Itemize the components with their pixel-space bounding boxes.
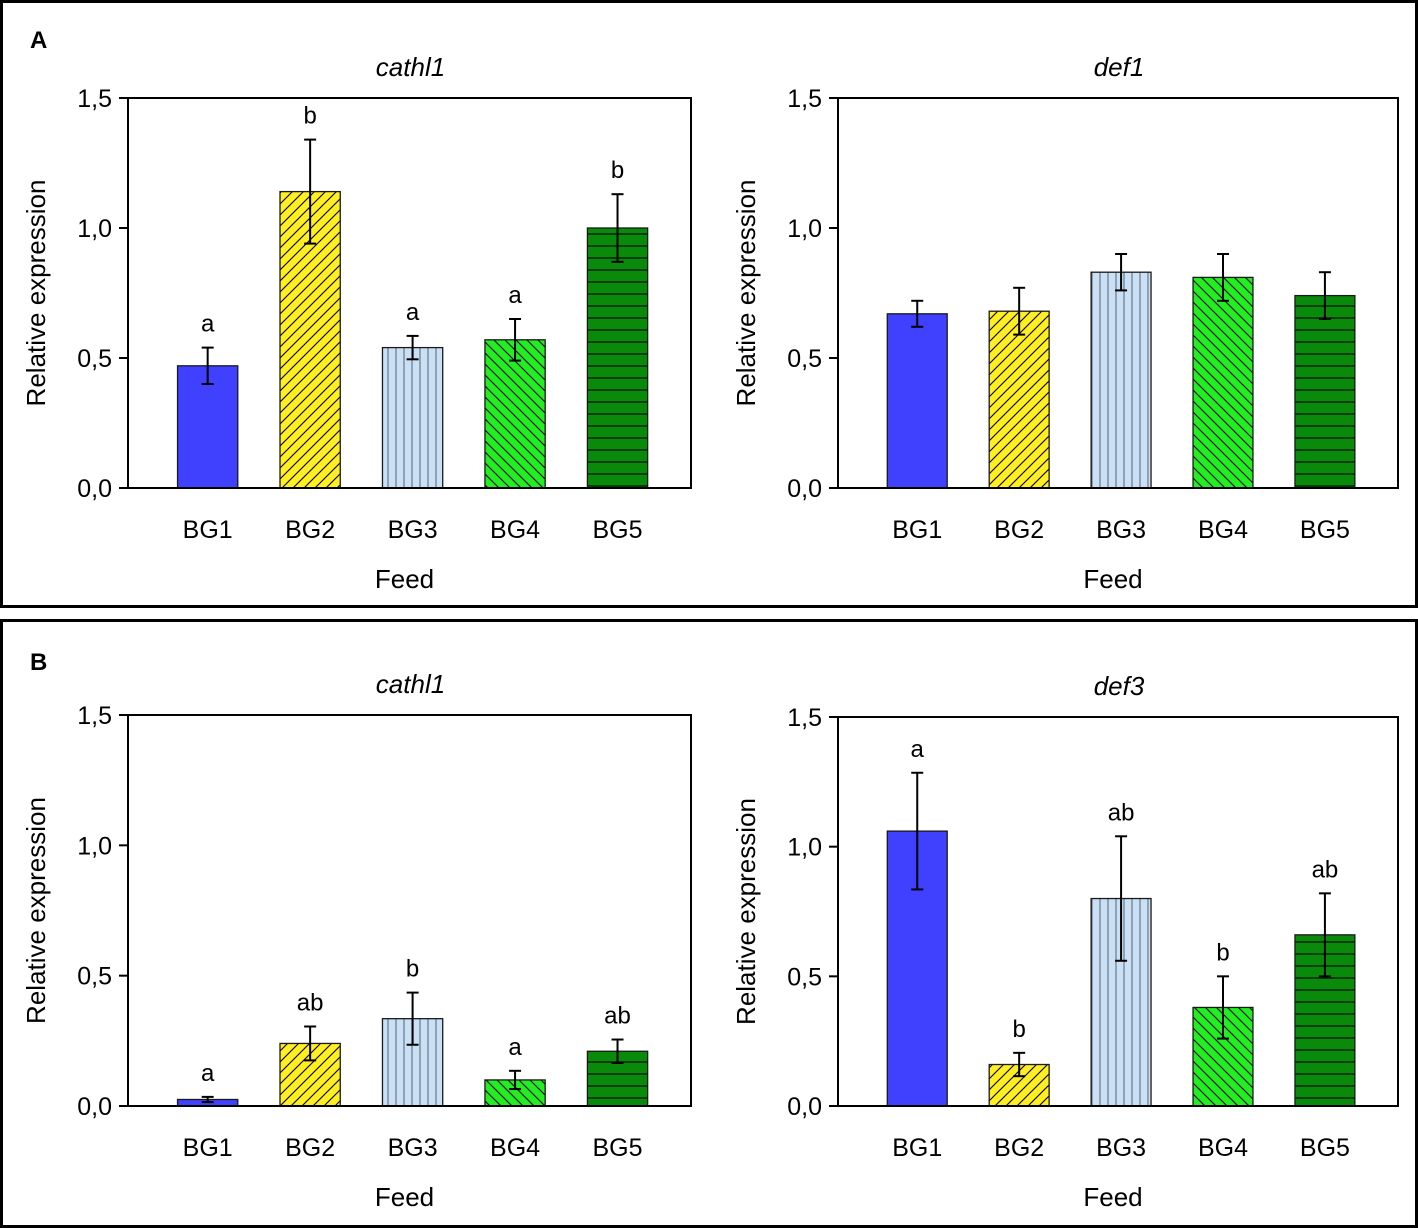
significance-letter: b — [303, 103, 316, 130]
y-tick-label: 0,5 — [77, 963, 112, 991]
chart-title: def3 — [1094, 671, 1145, 701]
significance-letter: ab — [604, 1003, 631, 1030]
x-tick-label: BG5 — [1300, 1134, 1350, 1162]
y-tick-label: 1,0 — [77, 832, 112, 860]
bar-hatch-bg5 — [587, 228, 648, 488]
significance-letter: a — [406, 299, 420, 326]
significance-letter: ab — [1108, 799, 1135, 826]
panel-a-frame — [0, 0, 1418, 608]
x-tick-label: BG1 — [892, 1134, 942, 1162]
plot-frame — [837, 716, 1399, 1107]
bar-bg1 — [177, 365, 238, 488]
y-tick-label: 0,0 — [787, 1093, 822, 1121]
y-tick-label: 1,5 — [77, 702, 112, 730]
significance-letter: b — [1216, 939, 1229, 966]
y-tick-label: 0,0 — [787, 475, 822, 503]
significance-letter: a — [911, 736, 925, 763]
y-tick-label: 0,0 — [77, 1093, 112, 1121]
chart-4: def3 a BG1 b BG2 ab BG3 b BG4 ab BG5 0,0 0,5 1,0 1,5 Fe… — [731, 671, 1399, 1212]
y-axis-label: Relative expression — [731, 180, 761, 407]
significance-letter: b — [406, 956, 419, 983]
y-axis-label: Relative expression — [731, 798, 761, 1025]
x-tick-label: BG3 — [1096, 1134, 1146, 1162]
x-tick-label: BG3 — [1096, 516, 1146, 544]
y-axis-label: Relative expression — [21, 797, 51, 1024]
x-tick-label: BG4 — [490, 1134, 540, 1162]
chart-2: def1 BG1 BG2 BG3 BG4 BG5 0,0 0,5 1,0 1,5 Feed Relat… — [731, 52, 1399, 594]
x-tick-label: BG4 — [1198, 1134, 1248, 1162]
plot-frame — [127, 97, 692, 489]
x-tick-label: BG1 — [892, 516, 942, 544]
bar-hatch-bg2 — [989, 311, 1050, 488]
y-tick-label: 0,5 — [787, 963, 822, 991]
significance-letter: a — [201, 311, 215, 338]
significance-letter: ab — [1312, 856, 1339, 883]
plot-frame — [127, 714, 692, 1107]
x-tick-label: BG2 — [994, 516, 1044, 544]
bar-hatch-bg4 — [1193, 277, 1253, 488]
chart-title: cathl1 — [376, 669, 445, 699]
x-tick-label: BG3 — [388, 1134, 438, 1162]
significance-letter: a — [508, 1034, 522, 1061]
x-axis-label: Feed — [375, 564, 434, 594]
chart-title: def1 — [1094, 52, 1145, 82]
y-tick-label: 1,5 — [77, 85, 112, 113]
significance-letter: ab — [297, 989, 324, 1016]
x-tick-label: BG5 — [593, 1134, 643, 1162]
panel-label: B — [30, 649, 47, 676]
y-tick-label: 1,0 — [787, 215, 822, 243]
x-tick-label: BG1 — [183, 516, 233, 544]
x-tick-label: BG2 — [994, 1134, 1044, 1162]
x-tick-label: BG4 — [490, 516, 540, 544]
y-tick-label: 0,0 — [77, 475, 112, 503]
plot-frame — [837, 97, 1399, 489]
bar-bg1 — [887, 313, 948, 488]
significance-letter: b — [1012, 1016, 1025, 1043]
x-tick-label: BG4 — [1198, 516, 1248, 544]
panel-b-frame — [0, 619, 1418, 1228]
x-axis-label: Feed — [1083, 1182, 1142, 1212]
y-tick-label: 1,0 — [77, 215, 112, 243]
significance-letter: b — [611, 157, 624, 184]
chart-title: cathl1 — [376, 52, 445, 82]
panel-label: A — [30, 27, 47, 54]
x-axis-label: Feed — [375, 1182, 434, 1212]
bar-hatch-bg3 — [1091, 272, 1152, 488]
x-tick-label: BG3 — [388, 516, 438, 544]
bar-hatch-bg5 — [1294, 295, 1355, 488]
x-tick-label: BG2 — [285, 1134, 335, 1162]
y-axis-label: Relative expression — [21, 180, 51, 407]
bar-hatch-bg3 — [382, 347, 443, 488]
x-tick-label: BG5 — [593, 516, 643, 544]
bar-hatch-bg4 — [484, 339, 546, 488]
x-tick-label: BG5 — [1300, 516, 1350, 544]
significance-letter: a — [508, 282, 522, 309]
y-tick-label: 0,5 — [787, 345, 822, 373]
y-tick-label: 1,5 — [787, 704, 822, 732]
significance-letter: a — [201, 1060, 215, 1087]
x-axis-label: Feed — [1083, 564, 1142, 594]
x-tick-label: BG2 — [285, 516, 335, 544]
y-tick-label: 0,5 — [77, 345, 112, 373]
x-tick-label: BG1 — [183, 1134, 233, 1162]
y-tick-label: 1,0 — [787, 834, 822, 862]
y-tick-label: 1,5 — [787, 85, 822, 113]
